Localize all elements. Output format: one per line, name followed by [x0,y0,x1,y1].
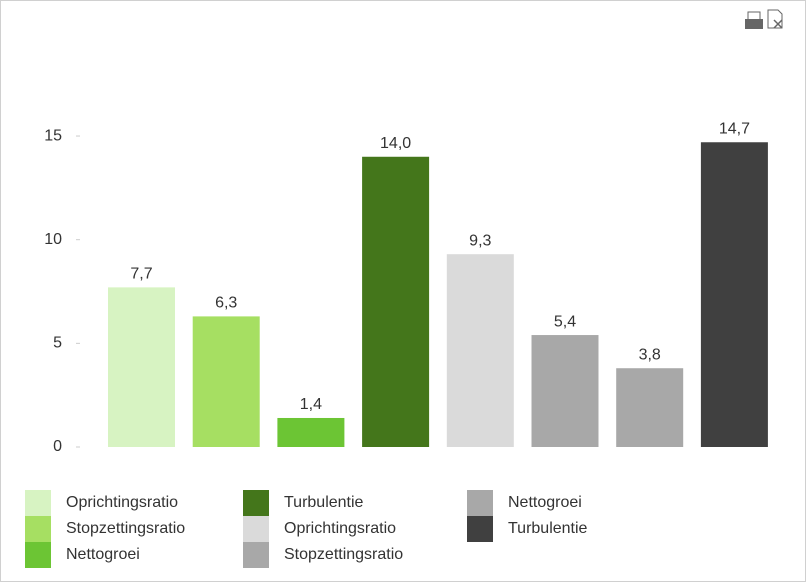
legend-label: Oprichtingsratio [66,494,178,511]
legend-swatch [243,490,269,516]
legend-label: Nettogroei [66,546,140,563]
data-label: 9,3 [469,232,491,249]
y-tick-label: 5 [53,335,62,352]
data-label: 7,7 [130,266,152,283]
legend-label: Stopzettingsratio [66,520,185,537]
bar [446,254,514,447]
data-label: 3,8 [639,346,661,363]
legend-label: Nettogroei [508,494,582,511]
data-label: 1,4 [300,396,322,413]
data-label: 6,3 [215,295,237,312]
data-label: 5,4 [554,313,576,330]
bar [108,287,175,447]
legend-swatch [25,542,51,568]
data-label: 14,0 [380,135,411,152]
y-tick-label: 15 [44,127,62,144]
legend-swatch [25,516,51,542]
y-tick-label: 10 [44,231,62,248]
toolbar [745,9,783,29]
legend-label: Stopzettingsratio [284,546,403,563]
legend-label: Turbulentie [284,494,364,511]
export-icon[interactable] [767,9,783,29]
bar [531,335,599,447]
legend-label: Turbulentie [508,520,588,537]
bar [362,156,430,447]
bar [616,368,684,447]
legend-swatch [243,516,269,542]
legend-swatch [25,490,51,516]
bar [277,417,345,447]
legend-swatch [467,516,493,542]
legend-swatch [243,542,269,568]
legend-label: Oprichtingsratio [284,520,396,537]
bar [700,142,768,448]
legend-swatch [467,490,493,516]
print-icon[interactable] [745,11,763,29]
y-tick-label: 0 [53,438,62,455]
bar [192,316,260,447]
data-label: 14,7 [719,120,750,137]
